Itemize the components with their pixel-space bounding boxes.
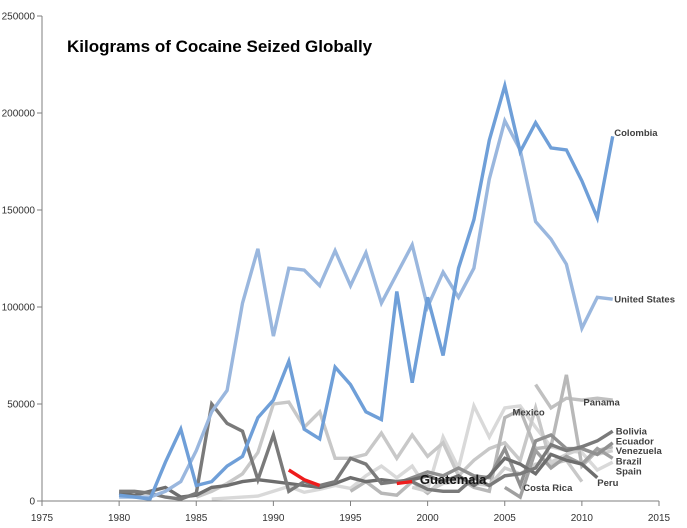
- axis-layer: 1975 1980 1985 1990 1995 2000 2005 2010 2015 0 500…: [2, 12, 671, 525]
- series-label-brazil: Brazil: [616, 457, 642, 468]
- series-label-peru: Peru: [597, 478, 618, 489]
- series-line-ecuador: [349, 374, 614, 497]
- series-layer: [118, 79, 615, 501]
- series-line-bolivia: [119, 399, 614, 501]
- x-tick-label: 2005: [494, 513, 517, 524]
- chart-title: Kilograms of Cocaine Seized Globally: [67, 37, 373, 56]
- x-tick-label: 1985: [185, 513, 208, 524]
- series-label-guatemala: Guatemala: [420, 472, 487, 487]
- series-label-mexico: Mexico: [512, 407, 544, 418]
- x-tick-label: 1975: [31, 513, 54, 524]
- series-label-venezuela: Venezuela: [616, 446, 663, 457]
- series-label-colombia: Colombia: [614, 128, 658, 139]
- series-label-costa-rica: Costa Rica: [523, 483, 573, 494]
- x-tick-label: 2015: [648, 513, 671, 524]
- x-tick-label: 1995: [339, 513, 362, 524]
- x-tick-label: 1990: [262, 513, 285, 524]
- series-label-bolivia: Bolivia: [616, 427, 648, 438]
- y-tick-label: 150000: [2, 206, 36, 217]
- label-layer: Colombia United States Panama Mexico Bolivia…: [420, 128, 675, 494]
- series-label-ecuador: Ecuador: [616, 436, 654, 447]
- x-tick-label: 2000: [417, 513, 440, 524]
- series-line-guatemala: [287, 468, 321, 488]
- series-line-guatemala-late: [396, 479, 413, 486]
- y-tick-label: 250000: [2, 12, 36, 23]
- y-tick-label: 50000: [7, 400, 35, 411]
- x-tick-label: 1980: [108, 513, 131, 524]
- series-label-panama: Panama: [583, 398, 620, 409]
- x-tick-label: 2010: [571, 513, 594, 524]
- series-line-mexico: [195, 400, 584, 499]
- series-label-spain: Spain: [616, 466, 642, 477]
- series-line-colombia: [118, 79, 615, 501]
- y-tick-label: 200000: [2, 109, 36, 120]
- series-line-united-states: [119, 116, 613, 499]
- series-line-peru: [118, 452, 599, 499]
- series-label-united-states: United States: [614, 295, 675, 306]
- y-tick-label: 100000: [2, 303, 36, 314]
- series-line-costa-rica: [503, 446, 614, 500]
- series-line-panama: [534, 383, 613, 411]
- y-tick-label: 0: [29, 497, 35, 508]
